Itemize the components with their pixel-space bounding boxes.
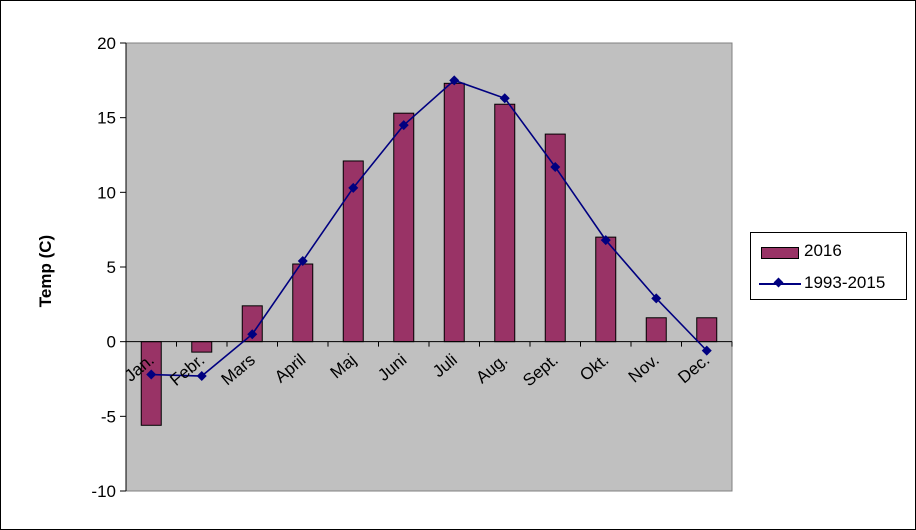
legend-swatch-bar	[761, 247, 799, 259]
diamond-marker	[499, 93, 510, 104]
y-tick-label: -5	[101, 407, 116, 426]
legend-item-1993-2015: 1993-2015	[751, 271, 906, 295]
legend-item-2016: 2016	[751, 239, 906, 263]
diamond-marker	[449, 75, 460, 86]
bar	[696, 317, 718, 343]
diamond-marker	[196, 371, 207, 382]
bar	[645, 317, 667, 343]
bar	[595, 236, 617, 343]
series-line-1993-2015	[151, 79, 708, 377]
y-tick-label: -10	[91, 482, 116, 501]
legend-label: 1993-2015	[804, 273, 886, 292]
bar	[292, 263, 314, 343]
bar	[443, 82, 465, 343]
diamond-marker	[600, 235, 611, 246]
bar	[393, 112, 415, 343]
y-tick-label: 15	[97, 109, 116, 128]
plot-area	[125, 42, 733, 492]
diamond-marker	[247, 329, 258, 340]
y-tick-label: 5	[107, 258, 116, 277]
legend: 2016 1993-2015	[750, 232, 907, 300]
diamond-marker	[297, 256, 308, 267]
y-axis-label: Temp (C)	[36, 235, 55, 307]
bar	[494, 103, 516, 343]
diamond-marker	[701, 345, 712, 356]
diamond-marker	[348, 182, 359, 193]
y-tick-label: 0	[107, 333, 116, 352]
diamond-marker	[398, 120, 409, 131]
legend-label: 2016	[804, 241, 842, 260]
y-tick-label: 10	[97, 183, 116, 202]
legend-diamond-marker	[773, 277, 784, 288]
diamond-marker	[146, 369, 157, 380]
diamond-marker	[550, 161, 561, 172]
diamond-marker	[651, 293, 662, 304]
y-tick-label: 20	[97, 34, 116, 53]
